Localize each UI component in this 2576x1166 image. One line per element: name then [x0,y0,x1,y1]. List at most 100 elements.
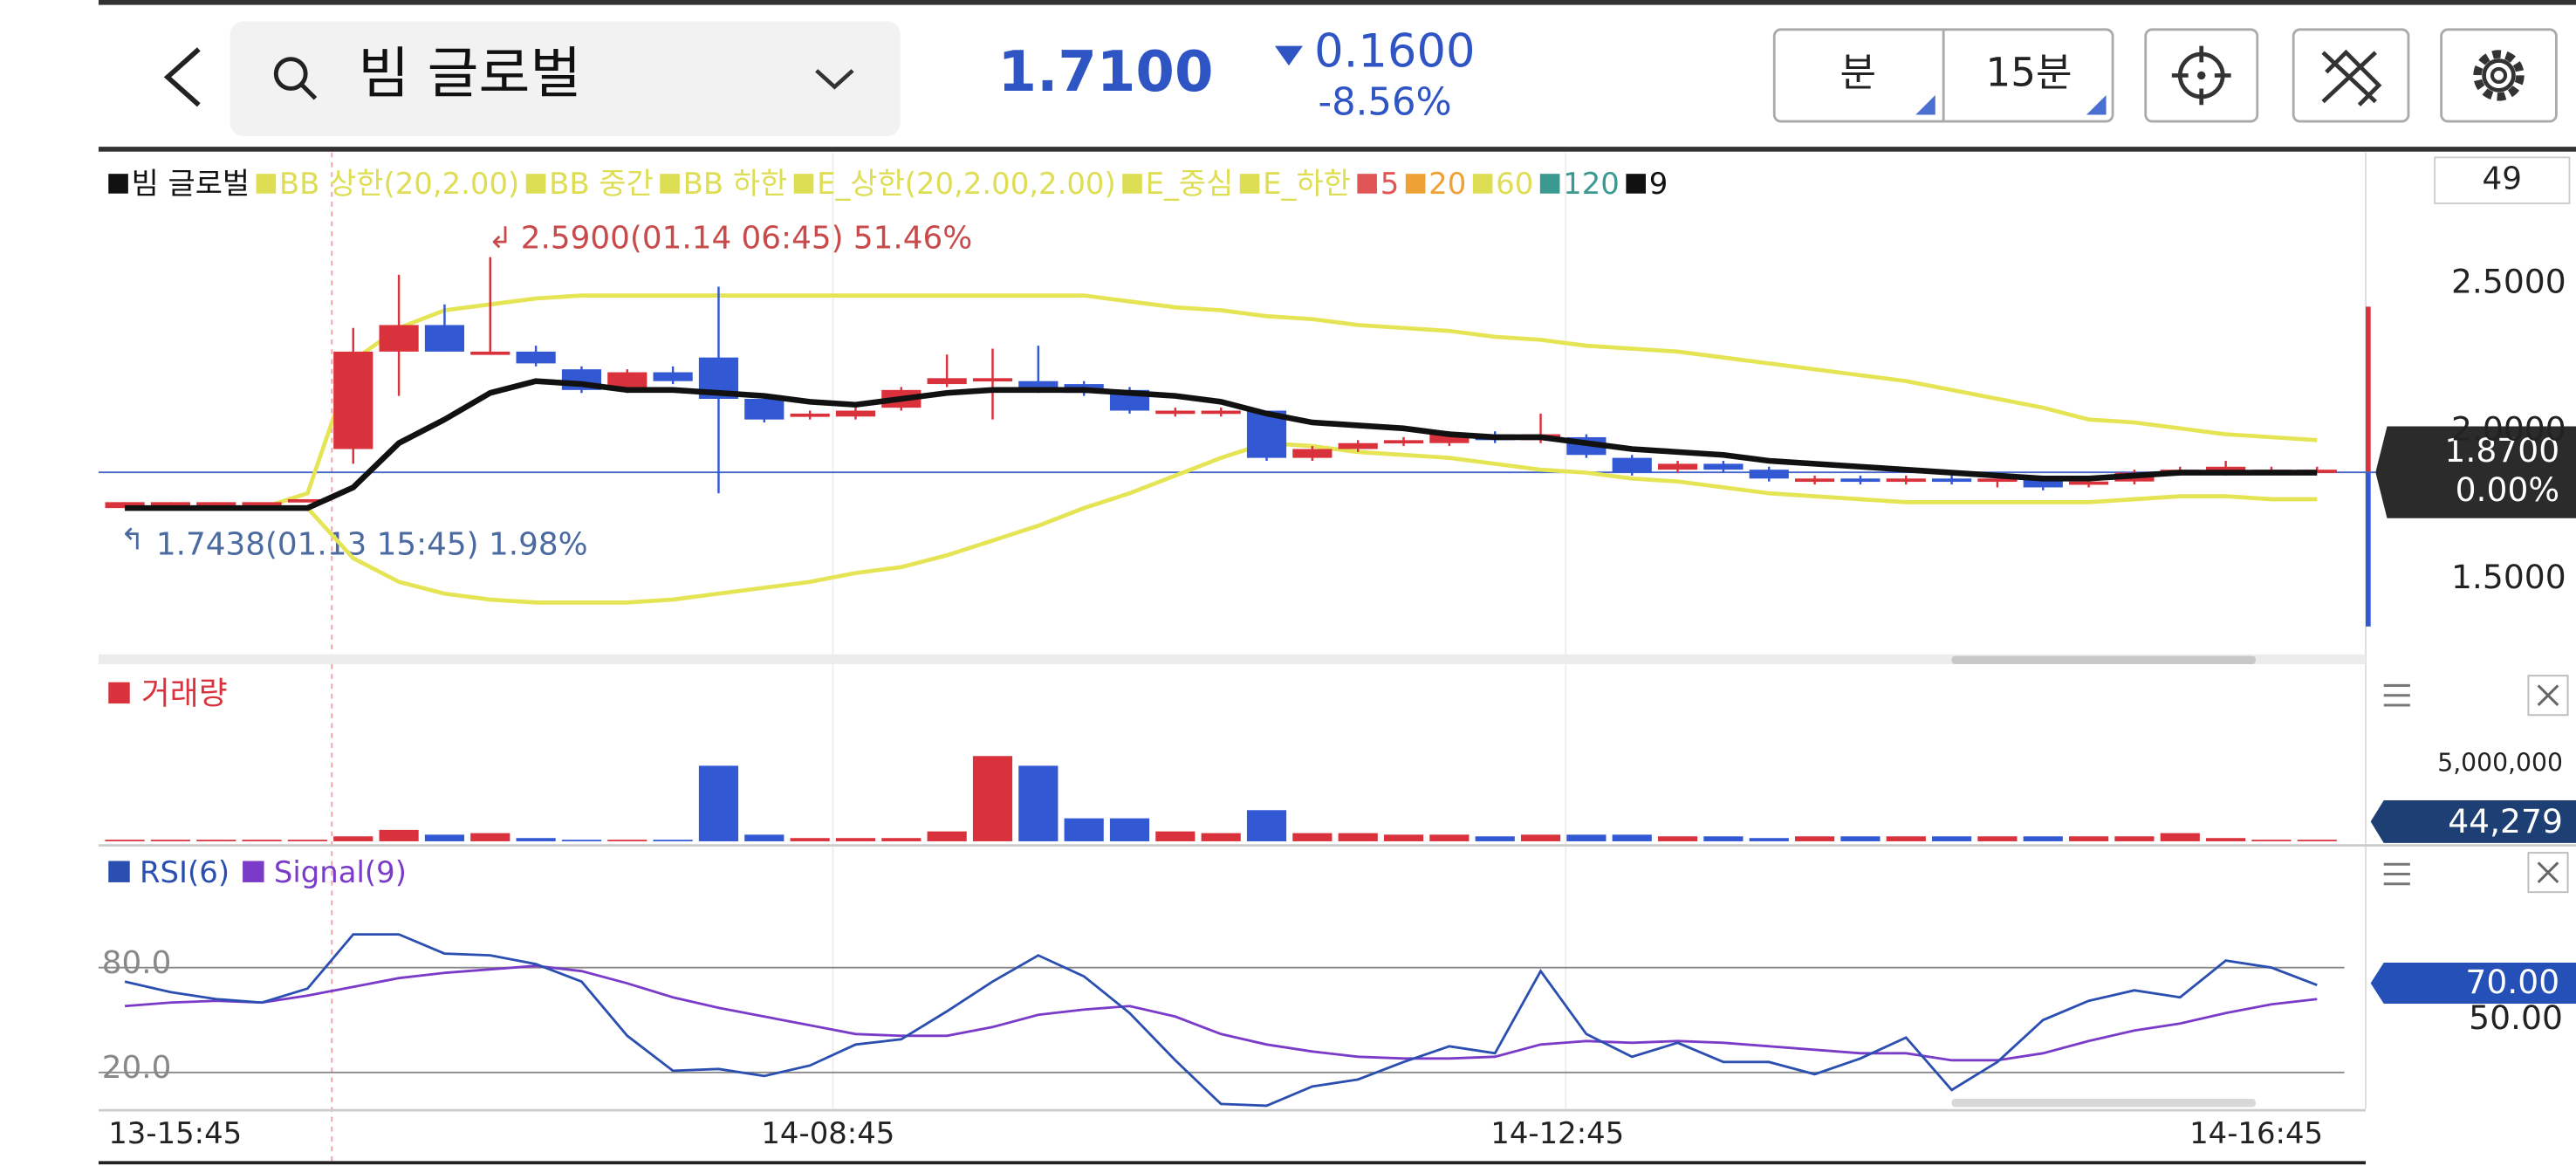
x-tick-label: 14-12:45 [1490,1116,1624,1150]
interval-unit[interactable]: 분 [1840,49,1877,95]
volume-bar [1566,834,1607,841]
legend-swatch [793,174,814,194]
menu-icon[interactable] [2383,862,2410,886]
volume-current: 44,279 [2448,802,2563,840]
rsi-line [124,933,2318,1108]
legend-swatch [1239,174,1260,194]
candle-body [2023,478,2063,488]
volume-badge [2370,799,2576,843]
corner-mark [2086,94,2107,115]
header: 빔 글로벌 1.7100 0.1600 -8.56% 분 15분 [163,21,2558,136]
legend-label: BB 상한(20,2.00) [279,167,519,201]
volume-bar [1932,836,1972,841]
candle-body [1886,478,1926,483]
legend-swatch [1539,174,1560,194]
signal-line [124,964,2318,1062]
low-note: 1.7438(01.13 15:45) 1.98% [156,527,588,563]
rsi-tick-label: 80.0 [102,945,172,981]
legend-swatch [243,861,264,882]
legend-label: 120 [1563,167,1620,201]
volume-bar [881,838,921,841]
candle-body [516,351,556,364]
volume-bar [196,840,236,841]
legend-label: 빔 글로벌 [132,167,250,201]
candle-body [607,372,647,390]
candle-body [379,325,419,352]
candle-body [287,498,328,503]
volume-bar [242,840,282,841]
volume-bar [1429,834,1470,841]
volume-bar [1749,838,1789,841]
volume-bar [287,840,328,841]
legend-label: BB 하한 [683,167,788,201]
candle-body [1612,457,1652,473]
high-arrow: ↲ [488,221,512,255]
volume-bar [1520,834,1561,841]
legend-label: 20 [1428,167,1466,201]
legend-swatch [660,174,680,194]
legend-swatch [1357,174,1377,194]
volume-bar [1064,818,1104,841]
volume-bar [424,834,465,841]
candle-body [744,398,784,420]
search-box[interactable] [230,21,901,136]
scrollbar[interactable] [1951,1098,2256,1108]
scrollbar[interactable] [1951,655,2256,665]
back-button[interactable] [163,47,201,107]
gear-icon [2473,50,2525,101]
price: 1.7100 [998,40,1214,105]
volume-bar [1155,831,1196,841]
volume-bar [2160,833,2200,841]
current-price-badge [2375,426,2576,518]
legend-swatch [1405,174,1426,194]
candle-body [790,413,830,417]
menu-icon[interactable] [2383,683,2410,707]
candle-body [105,502,145,509]
legend-label: E_상한(20,2.00,2.00) [817,167,1116,201]
settings-button[interactable] [2440,28,2558,123]
candle-body [470,351,510,355]
current-price: 1.8700 [2444,431,2559,470]
legend-label: E_하한 [1263,167,1351,201]
range-bar [2366,306,2371,473]
volume-bar [1886,836,1926,841]
candle-body [1018,381,1058,390]
legend-label: E_중심 [1146,167,1234,201]
candle-body [1429,434,1470,443]
volume-bar [1657,836,1698,841]
search-icon [273,57,308,91]
marks: 빔 글로벌 BB 상한(20,2.00) BB 중간 BB 하한 E_상한(20,2.0… [98,167,2345,1150]
volume-bar [105,840,145,841]
volume-bar [653,840,693,841]
rsi-tick-label: 20.0 [102,1050,172,1086]
volume-bar [379,829,419,841]
volume-bar [607,840,647,841]
volume-bar [333,836,373,841]
volume-bar [1338,833,1378,841]
gear-icon [2482,58,2516,93]
legend-swatch [1626,174,1646,194]
volume-bar [1612,834,1652,841]
volume-bar [2069,836,2109,841]
x-tick-label: 14-16:45 [2189,1116,2323,1150]
candle-body [424,325,465,352]
volume-bar [470,833,510,841]
legend-label: RSI(6) [140,855,230,889]
volume-bar [2251,840,2292,841]
drawing-icon [2321,49,2382,106]
legend-label: BB 중간 [549,167,654,201]
legend-label: 5 [1380,167,1400,201]
dropdown-icon[interactable] [815,69,854,90]
interval[interactable]: 15분 [1986,49,2072,95]
rsi-badge [2370,962,2576,1004]
down-triangle [1274,45,1303,66]
volume-bar [2023,836,2063,841]
price-tick-label: 1.5000 [2451,558,2566,596]
candle-body [653,372,693,381]
x-tick-label: 13-15:45 [108,1116,242,1150]
volume-bar [1201,833,1241,841]
crosshair-icon [2197,71,2206,80]
